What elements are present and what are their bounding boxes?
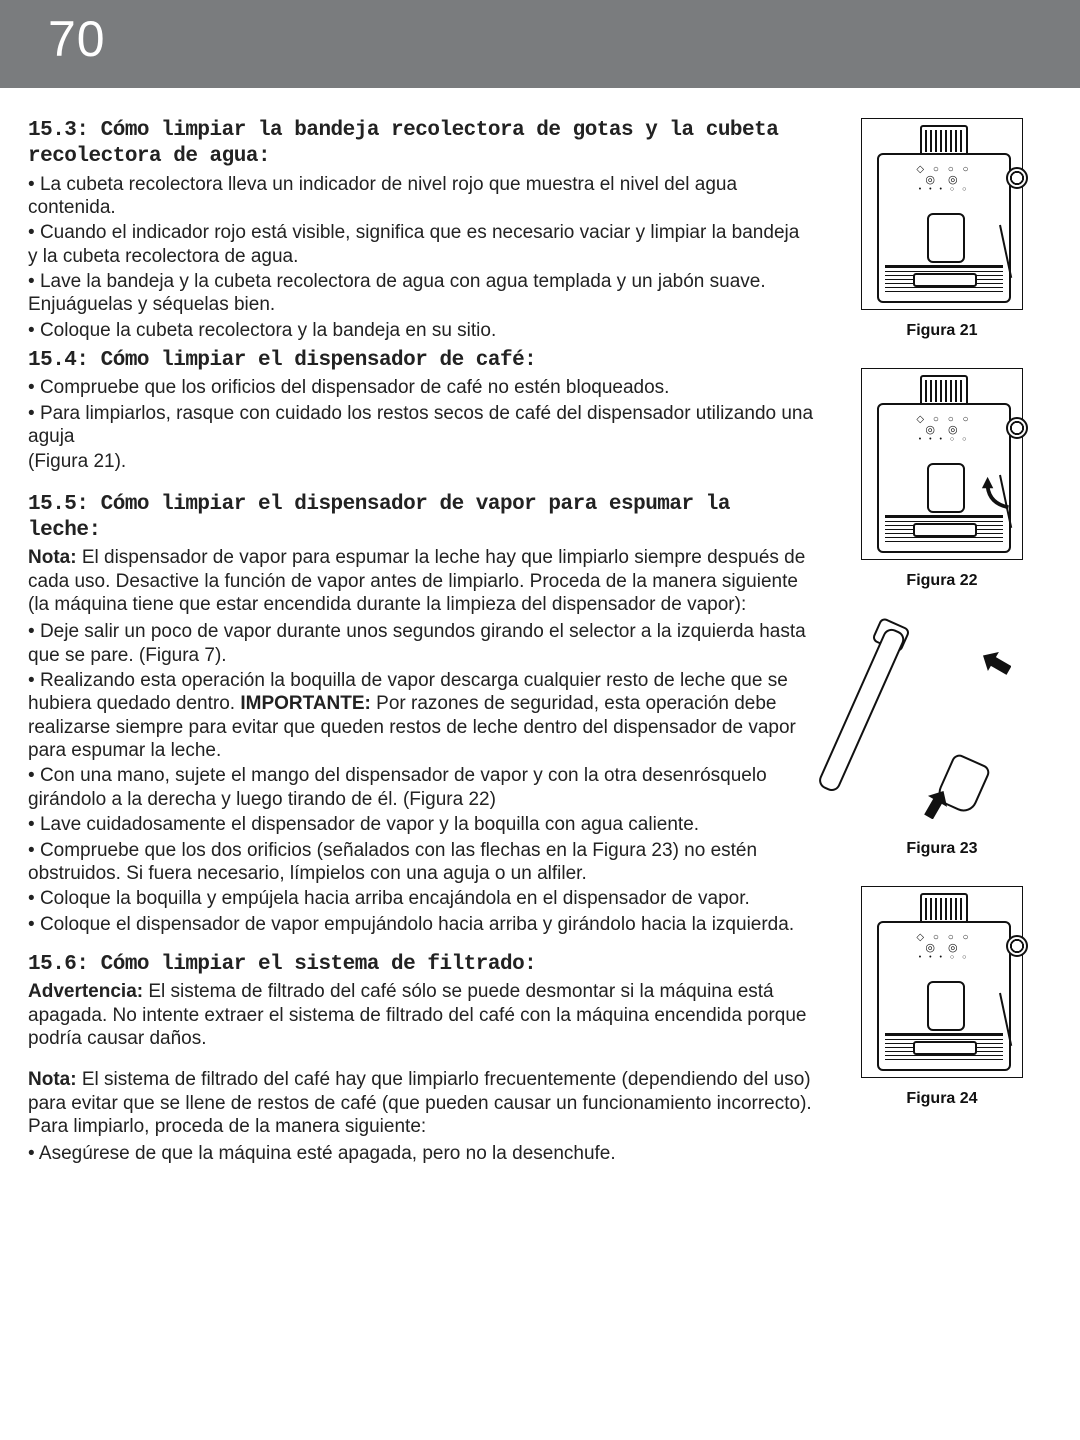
section-heading-15-4: 15.4: Cómo limpiar el dispensador de caf… (28, 348, 814, 374)
figure-caption: Figura 24 (906, 1090, 977, 1108)
important-label: IMPORTANTE: (240, 693, 371, 714)
figure-23 (857, 618, 1027, 828)
body-text: Realizando esta operación la boquilla de… (28, 669, 814, 762)
manual-page: 70 15.3: Cómo limpiar la bandeja recolec… (0, 0, 1080, 1440)
section-heading-15-5: 15.5: Cómo limpiar el dispensador de vap… (28, 492, 814, 545)
figure-21: ◇ ○ ○ ○◎ ◎• • • ○ ○ (861, 118, 1023, 310)
arrow-icon (921, 789, 951, 824)
arrow-icon (981, 648, 1011, 683)
body-text: Compruebe que los orificios del dispensa… (28, 376, 814, 399)
body-text: Compruebe que los dos orificios (señalad… (28, 839, 814, 886)
header-bar (0, 0, 1080, 88)
figure-22: ◇ ○ ○ ○◎ ◎• • • ○ ○ (861, 368, 1023, 560)
curved-arrow-icon (980, 475, 1018, 513)
note-text: El dispensador de vapor para espumar la … (28, 547, 805, 615)
figure-caption: Figura 22 (906, 572, 977, 590)
figure-column: ◇ ○ ○ ○◎ ◎• • • ○ ○ Figura 21 ◇ ○ ○ ○◎ ◎… (832, 118, 1052, 1168)
figure-24: ◇ ○ ○ ○◎ ◎• • • ○ ○ (861, 886, 1023, 1078)
body-text: Lave la bandeja y la cubeta recolectora … (28, 270, 814, 317)
body-text: Cuando el indicador rojo está visible, s… (28, 221, 814, 268)
espresso-machine-icon: ◇ ○ ○ ○◎ ◎• • • ○ ○ (862, 887, 1022, 1077)
steam-wand-icon (857, 618, 1017, 828)
text-column: 15.3: Cómo limpiar la bandeja recolector… (28, 118, 814, 1168)
page-number: 70 (48, 10, 106, 68)
body-text: Para limpiarlos, rasque con cuidado los … (28, 402, 814, 449)
body-text: Coloque la boquilla y empújela hacia arr… (28, 887, 814, 910)
body-text: Coloque la cubeta recolectora y la bande… (28, 319, 814, 342)
figure-caption: Figura 23 (906, 840, 977, 858)
warning-text: El sistema de filtrado del café sólo se … (28, 981, 806, 1049)
body-text: Nota: El sistema de filtrado del café ha… (28, 1068, 814, 1138)
body-text: Advertencia: El sistema de filtrado del … (28, 980, 814, 1050)
body-text: Asegúrese de que la máquina esté apagada… (28, 1142, 814, 1165)
content-area: 15.3: Cómo limpiar la bandeja recolector… (0, 88, 1080, 1168)
section-heading-15-3: 15.3: Cómo limpiar la bandeja recolector… (28, 118, 814, 171)
body-text: Lave cuidadosamente el dispensador de va… (28, 813, 814, 836)
body-text: La cubeta recolectora lleva un indicador… (28, 173, 814, 220)
body-text: Con una mano, sujete el mango del dispen… (28, 764, 814, 811)
note-label: Nota: (28, 547, 77, 568)
espresso-machine-icon: ◇ ○ ○ ○◎ ◎• • • ○ ○ (862, 119, 1022, 309)
figure-caption: Figura 21 (906, 322, 977, 340)
note-text: El sistema de filtrado del café hay que … (28, 1069, 812, 1137)
espresso-machine-icon: ◇ ○ ○ ○◎ ◎• • • ○ ○ (862, 369, 1022, 559)
note-label: Nota: (28, 1069, 77, 1090)
section-heading-15-6: 15.6: Cómo limpiar el sistema de filtrad… (28, 952, 814, 978)
body-text: Coloque el dispensador de vapor empujánd… (28, 913, 814, 936)
body-text: Nota: El dispensador de vapor para espum… (28, 546, 814, 616)
body-text: Deje salir un poco de vapor durante unos… (28, 620, 814, 667)
body-text: (Figura 21). (28, 450, 814, 473)
warning-label: Advertencia: (28, 981, 143, 1002)
